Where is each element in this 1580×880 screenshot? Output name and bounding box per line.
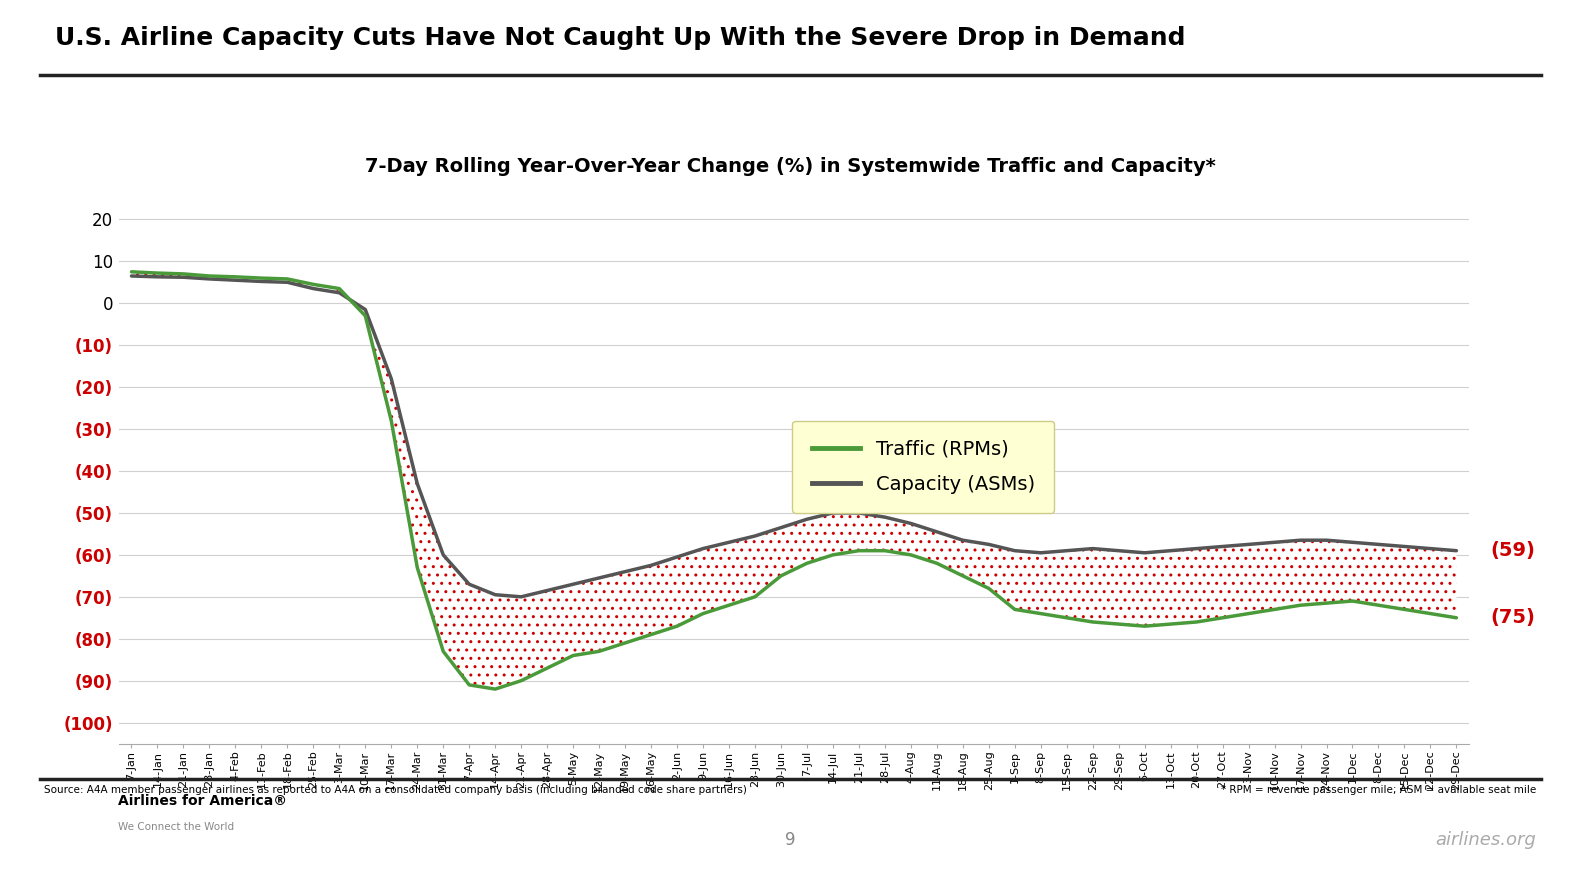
Text: (59): (59)	[1490, 541, 1536, 561]
Text: Airlines for America®: Airlines for America®	[118, 794, 288, 808]
Text: airlines.org: airlines.org	[1435, 832, 1536, 849]
Text: * RPM = revenue passenger mile; ASM = available seat mile: * RPM = revenue passenger mile; ASM = av…	[1220, 785, 1536, 795]
Legend: Traffic (RPMs), Capacity (ASMs): Traffic (RPMs), Capacity (ASMs)	[792, 421, 1054, 513]
Text: (75): (75)	[1490, 608, 1536, 627]
Text: 9: 9	[785, 832, 795, 849]
Text: We Connect the World: We Connect the World	[118, 822, 234, 832]
Text: 7-Day Rolling Year-Over-Year Change (%) in Systemwide Traffic and Capacity*: 7-Day Rolling Year-Over-Year Change (%) …	[365, 157, 1215, 176]
Text: U.S. Airline Capacity Cuts Have Not Caught Up With the Severe Drop in Demand: U.S. Airline Capacity Cuts Have Not Caug…	[55, 26, 1187, 50]
Text: Source: A4A member passenger airlines as reported to A4A on a consolidated compa: Source: A4A member passenger airlines as…	[44, 785, 747, 795]
